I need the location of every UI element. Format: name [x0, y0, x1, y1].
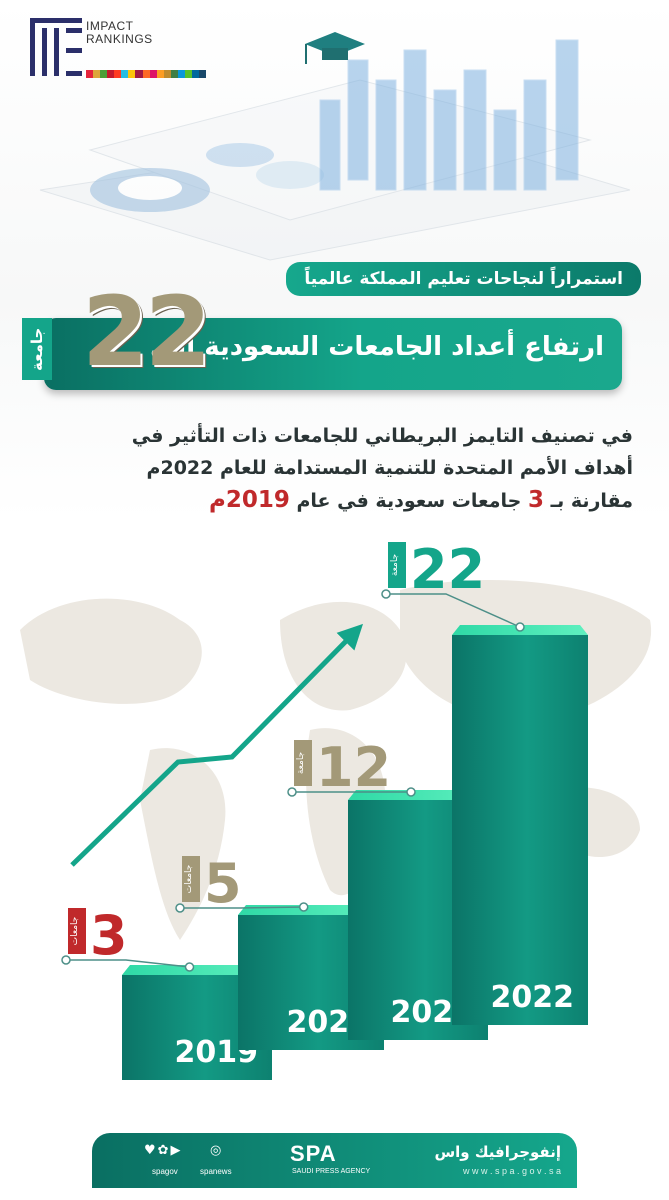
headline-banner: ارتفاع أعداد الجامعات السعودية إلى [44, 318, 622, 390]
instagram-icon[interactable]: ◎ [210, 1143, 222, 1158]
callout-line [386, 593, 521, 628]
data-label: 3 [90, 904, 128, 967]
description-line3-b: جامعات سعودية في عام [296, 490, 522, 512]
trend-arrow [70, 623, 364, 867]
unit-label: جامعات [70, 917, 80, 946]
callout-dot [406, 787, 416, 797]
callout-dot [287, 787, 297, 797]
social-icons[interactable]: ♥✿▶ [144, 1143, 183, 1158]
unit-label: جامعات [184, 865, 194, 894]
headline-unit: جامعة [22, 318, 52, 380]
footer-url[interactable]: w w w . s p a . g o v . s a [462, 1166, 561, 1176]
data-label: 12 [316, 736, 391, 799]
description-line3-num: 3 [527, 487, 544, 513]
callout-line [180, 906, 304, 909]
description-line3: مقارنة بـ 3 جامعات سعودية في عام 2019م [33, 484, 633, 517]
description-line3-year: 2019م [208, 487, 290, 513]
footer-handle-spagov[interactable]: spagov [152, 1167, 178, 1176]
spa-logo: SPA [290, 1141, 337, 1166]
logo-text: IMPACT RANKINGS [86, 20, 153, 46]
headline-number: 22 [82, 276, 212, 388]
footer-bar: إنفوجرافيك واس w w w . s p a . g o v . s… [92, 1133, 577, 1188]
logo-line1: IMPACT [86, 19, 134, 33]
description: في تصنيف التايمز البريطاني للجامعات ذات … [33, 420, 633, 517]
data-label: 22 [410, 538, 485, 601]
description-line1: في تصنيف التايمز البريطاني للجامعات ذات … [131, 425, 633, 447]
callout-dot [298, 902, 309, 912]
unit-tag [182, 856, 200, 902]
the-logo-mark [30, 18, 82, 76]
callout-dot [515, 622, 525, 632]
unit-tag [388, 542, 406, 588]
callout-dot [184, 962, 195, 972]
sdg-color-bar [86, 70, 207, 78]
unit-label: جامعة [296, 752, 306, 774]
description-line3-a: مقارنة بـ [550, 490, 633, 512]
impact-rankings-logo: IMPACT RANKINGS [30, 18, 207, 80]
x-tick-label: 2022 [491, 980, 575, 1015]
hero-illustration [39, 32, 631, 261]
callout-dot [175, 903, 185, 913]
callout-line [66, 959, 190, 968]
headline-title: ارتفاع أعداد الجامعات السعودية إلى [150, 332, 604, 362]
logo-line2: RANKINGS [86, 32, 153, 46]
unit-tag [68, 908, 86, 954]
bar-2022 [452, 635, 588, 1025]
bar-top-2019 [122, 965, 272, 975]
callout-dot [61, 955, 71, 965]
unit-label: جامعة [390, 554, 400, 576]
callout-dot [381, 589, 391, 599]
spa-logo-subtitle: SAUDI PRESS AGENCY [292, 1168, 371, 1175]
footer-handle-spanews[interactable]: spanews [200, 1167, 232, 1176]
footer-brand: إنفوجرافيك واس [434, 1143, 561, 1161]
description-line2: أهداف الأمم المتحدة للتنمية المستدامة لل… [146, 457, 633, 479]
tagline-pill: استمراراً لنجاحات تعليم المملكة عالمياً [286, 262, 641, 296]
data-label: 5 [204, 852, 242, 915]
graduation-cap-icon [305, 32, 365, 64]
unit-tag [294, 740, 312, 786]
